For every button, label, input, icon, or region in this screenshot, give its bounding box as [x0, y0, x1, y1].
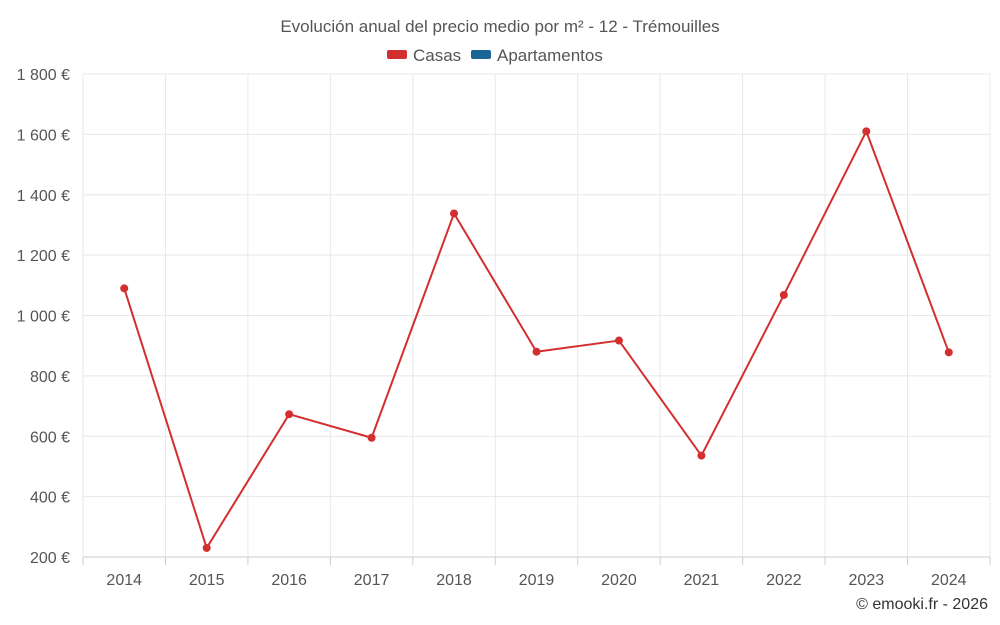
data-point-casas-2024[interactable]	[944, 348, 953, 357]
y-tick-label: 800 €	[30, 369, 70, 386]
y-tick-label: 600 €	[30, 429, 70, 446]
x-tick-label: 2018	[436, 572, 472, 589]
x-tick-label: 2017	[354, 572, 390, 589]
data-point-casas-2014[interactable]	[120, 284, 129, 293]
data-point-casas-2018[interactable]	[450, 209, 459, 218]
legend-item-apartamentos[interactable]: Apartamentos	[471, 46, 603, 65]
x-tick-label: 2022	[766, 572, 802, 589]
data-point-casas-2017[interactable]	[367, 433, 376, 442]
x-tick-label: 2019	[519, 572, 555, 589]
y-tick-label: 1 600 €	[17, 127, 70, 144]
y-axis: 200 € 400 € 600 € 800 € 1 000 € 1 200 € 1 400 …	[17, 67, 70, 567]
grid	[82, 73, 991, 558]
legend-swatch-casas	[387, 50, 407, 59]
y-tick-label: 1 800 €	[17, 67, 70, 84]
data-point-casas-2015[interactable]	[202, 543, 211, 552]
y-tick-label: 1 400 €	[17, 188, 70, 205]
data-point-casas-2023[interactable]	[862, 127, 871, 136]
x-tick-label: 2023	[849, 572, 885, 589]
legend: Casas Apartamentos	[387, 46, 603, 65]
chart-title: Evolución anual del precio medio por m² …	[280, 17, 719, 36]
y-tick-label: 1 000 €	[17, 309, 70, 326]
data-point-casas-2020[interactable]	[614, 336, 623, 345]
legend-label-apartamentos: Apartamentos	[497, 46, 603, 65]
data-point-casas-2021[interactable]	[697, 451, 706, 460]
data-point-casas-2016[interactable]	[285, 410, 294, 419]
x-tick-label: 2014	[106, 572, 142, 589]
y-tick-label: 400 €	[30, 490, 70, 507]
data-point-casas-2019[interactable]	[532, 347, 541, 356]
x-tick-label: 2024	[931, 572, 967, 589]
legend-item-casas[interactable]: Casas	[387, 46, 461, 65]
x-tick-label: 2020	[601, 572, 637, 589]
data-point-casas-2022[interactable]	[779, 290, 788, 299]
y-tick-label: 200 €	[30, 550, 70, 567]
legend-swatch-apartamentos	[471, 50, 491, 59]
x-axis: 2014 2015 2016 2017 2018 2019 2020 2021 2022 2023…	[82, 557, 991, 589]
x-tick-label: 2021	[684, 572, 720, 589]
y-tick-label: 1 200 €	[17, 248, 70, 265]
credit-text: © emooki.fr - 2026	[856, 596, 988, 613]
x-tick-label: 2016	[271, 572, 307, 589]
x-tick-label: 2015	[189, 572, 225, 589]
legend-label-casas: Casas	[413, 46, 461, 65]
series-casas	[120, 127, 953, 552]
